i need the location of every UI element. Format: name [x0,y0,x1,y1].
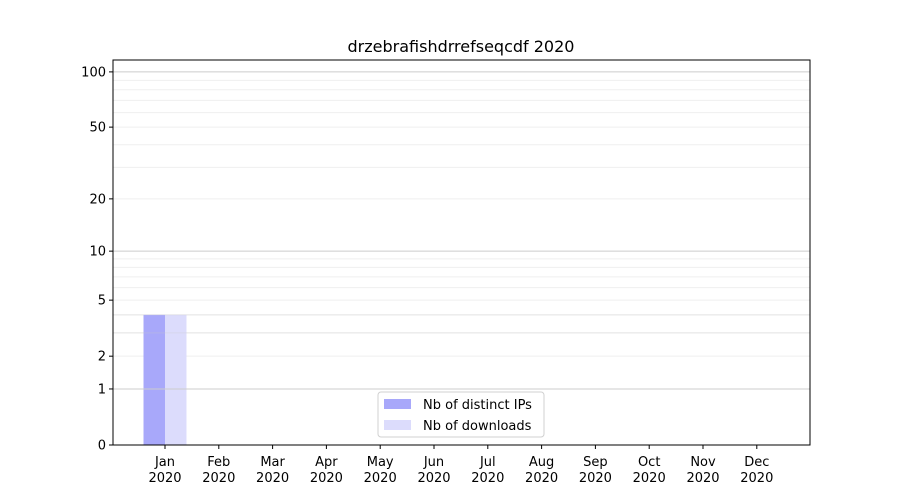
legend-label: Nb of downloads [423,419,532,434]
y-tick-label: 100 [81,65,106,80]
x-tick-label: Jun [423,455,444,470]
y-tick-label: 2 [98,350,106,365]
x-tick-label: Nov [690,455,716,470]
x-tick-label: 2020 [417,471,450,486]
x-tick-label: Aug [529,455,554,470]
x-tick-label: 2020 [686,471,719,486]
legend-label: Nb of distinct IPs [423,398,532,413]
legend-swatch [384,420,411,430]
x-tick-label: 2020 [148,471,181,486]
x-tick-label: 2020 [525,471,558,486]
x-tick-label: Dec [744,455,769,470]
chart-title: drzebrafishdrrefseqcdf 2020 [348,37,575,56]
x-tick-label: Jan [154,455,175,470]
y-tick-label: 5 [98,294,106,309]
x-tick-label: Sep [583,455,608,470]
x-tick-label: 2020 [740,471,773,486]
x-tick-label: 2020 [471,471,504,486]
bar-distinct-ips [143,314,165,445]
x-tick-label: 2020 [310,471,343,486]
bar-downloads [165,314,187,445]
x-tick-label: Mar [260,455,285,470]
x-tick-label: May [367,455,394,470]
x-tick-label: 2020 [633,471,666,486]
x-tick-label: 2020 [256,471,289,486]
y-tick-label: 1 [98,382,106,397]
y-tick-label: 20 [89,192,106,207]
y-tick-label: 10 [89,245,106,260]
y-tick-label: 0 [98,439,106,454]
x-tick-label: 2020 [579,471,612,486]
legend-swatch [384,399,411,409]
x-tick-label: Apr [315,455,338,470]
x-tick-label: Feb [207,455,230,470]
x-tick-label: Jul [479,455,496,470]
axes-frame [112,59,811,446]
x-tick-label: 2020 [202,471,235,486]
x-tick-label: Oct [638,455,660,470]
x-tick-label: 2020 [364,471,397,486]
y-tick-label: 50 [89,121,106,136]
legend [377,391,545,438]
